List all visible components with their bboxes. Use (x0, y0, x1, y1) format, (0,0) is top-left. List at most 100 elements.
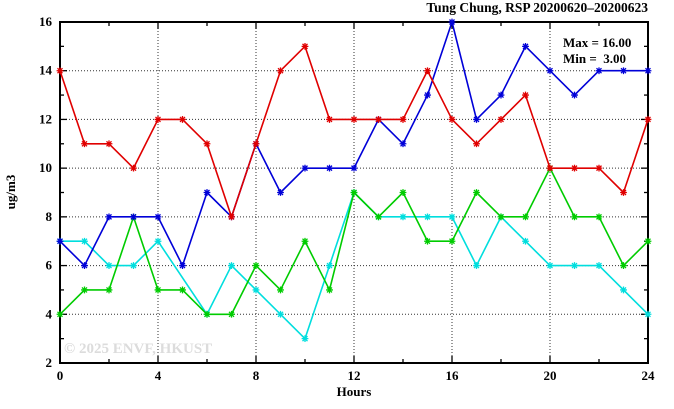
red-series-marker (522, 91, 529, 99)
cyan-series-marker (424, 213, 431, 221)
cyan-series-marker (130, 262, 137, 269)
y-tick-label: 8 (46, 209, 53, 224)
y-tick-label: 6 (46, 258, 53, 273)
red-series-marker (81, 140, 88, 148)
red-series-marker (424, 67, 431, 75)
cyan-series-marker (473, 262, 480, 269)
green-series-marker (228, 310, 235, 318)
cyan-series-marker (448, 213, 456, 221)
green-series-marker (375, 213, 382, 221)
y-tick-label: 10 (39, 160, 52, 175)
x-tick-label: 20 (544, 368, 557, 383)
blue-series-marker (448, 18, 456, 26)
green-series-marker (424, 237, 431, 245)
red-series-marker (620, 189, 627, 196)
green-series-marker (595, 213, 603, 221)
green-series-marker (301, 237, 309, 245)
green-series-marker (277, 286, 284, 294)
red-series-marker (644, 116, 652, 123)
cyan-series-marker (252, 286, 260, 294)
red-series-marker (105, 140, 113, 148)
cyan-series-marker (326, 262, 333, 269)
blue-series-marker (105, 213, 113, 221)
blue-series-marker (81, 262, 88, 269)
green-series-marker (399, 189, 407, 196)
red-series-marker (154, 116, 162, 123)
cyan-series-marker (522, 237, 529, 245)
cyan-series-marker (571, 262, 578, 269)
red-series (56, 42, 652, 221)
green-series-marker (448, 237, 456, 245)
green-series-marker (522, 213, 529, 221)
red-series-marker (375, 116, 382, 123)
cyan-series-marker (546, 262, 554, 269)
chart-title: Tung Chung, RSP 20200620–20200623 (426, 0, 648, 15)
blue-series-marker (301, 164, 309, 172)
cyan-series-marker (399, 213, 407, 221)
blue-series-marker (399, 140, 407, 148)
green-series-marker (252, 262, 260, 269)
red-series-marker (546, 164, 554, 172)
blue-series-marker (179, 262, 186, 269)
data-series (56, 18, 652, 343)
green-series-marker (571, 213, 578, 221)
blue-series-marker (644, 67, 652, 75)
y-tick-label: 16 (39, 14, 53, 29)
blue-series-marker (473, 116, 480, 123)
green-series-marker (620, 262, 627, 269)
blue-series-marker (154, 213, 162, 221)
blue-series-marker (203, 189, 211, 196)
green-series-marker (179, 286, 186, 294)
red-series-marker (277, 67, 284, 75)
x-tick-label: 4 (155, 368, 162, 383)
green-series-marker (203, 310, 211, 318)
y-axis-label: ug/m3 (3, 174, 18, 209)
watermark: © 2025 ENVF, HKUST (64, 341, 212, 357)
green-series-marker (326, 286, 333, 294)
green-series-marker (473, 189, 480, 196)
min-annotation: Min = 3.00 (563, 51, 626, 66)
blue-series-marker (620, 67, 627, 75)
x-tick-label: 0 (57, 368, 64, 383)
red-series-marker (448, 116, 456, 123)
green-series-marker (497, 213, 505, 221)
green-series-marker (81, 286, 88, 294)
green-series-marker (154, 286, 162, 294)
red-series-marker (252, 140, 260, 148)
x-tick-label: 8 (253, 368, 260, 383)
blue-series-marker (350, 164, 358, 172)
red-series-marker (203, 140, 211, 148)
red-series-marker (571, 164, 578, 172)
blue-series-marker (130, 213, 137, 221)
green-series-marker (105, 286, 113, 294)
axis-ticks (59, 21, 649, 364)
x-axis-label: Hours (337, 384, 372, 399)
cyan-series-marker (228, 262, 235, 269)
blue-series-marker (595, 67, 603, 75)
x-tick-label: 24 (642, 368, 656, 383)
max-annotation: Max = 16.00 (563, 35, 631, 50)
cyan-series-marker (277, 310, 284, 318)
red-series-marker (497, 116, 505, 123)
red-series-marker (56, 67, 64, 75)
red-series-marker (130, 164, 137, 172)
blue-series-marker (546, 67, 554, 75)
red-series-marker (350, 116, 358, 123)
blue-series-marker (424, 91, 431, 99)
blue-series-marker (497, 91, 505, 99)
y-tick-label: 14 (39, 63, 53, 78)
red-series-marker (301, 42, 309, 50)
red-series-marker (595, 164, 603, 172)
cyan-series-marker (105, 262, 113, 269)
y-tick-label: 4 (46, 306, 53, 321)
cyan-series-marker (644, 310, 652, 318)
cyan-series-marker (154, 237, 162, 245)
green-series-marker (56, 310, 64, 318)
green-series-marker (350, 189, 358, 196)
blue-series-marker (326, 164, 333, 172)
cyan-series-marker (620, 286, 627, 294)
red-series-marker (399, 116, 407, 123)
